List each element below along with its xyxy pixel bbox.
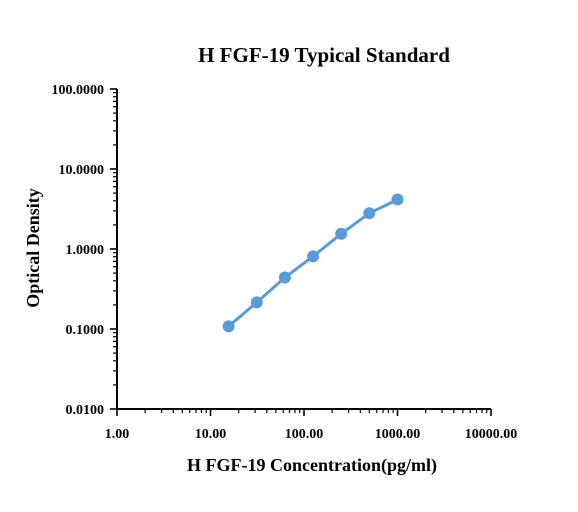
y-tick-label: 10.0000 bbox=[59, 163, 105, 178]
data-point bbox=[250, 296, 263, 309]
y-axis-title: Optical Density bbox=[23, 188, 43, 308]
data-point bbox=[307, 250, 320, 263]
x-tick-label: 100.00 bbox=[285, 427, 324, 442]
chart-title: H FGF-19 Typical Standard bbox=[198, 43, 450, 67]
data-point bbox=[278, 271, 291, 284]
data-point bbox=[222, 320, 235, 333]
x-tick-label: 10.00 bbox=[195, 427, 227, 442]
x-axis: 1.00 10.00 100.00 1000.00 10000.00 bbox=[105, 408, 518, 442]
data-point bbox=[363, 207, 376, 220]
y-tick-label: 100.0000 bbox=[52, 83, 105, 98]
x-tick-label: 10000.00 bbox=[465, 427, 518, 442]
y-tick-label: 0.1000 bbox=[66, 323, 105, 338]
x-tick-label: 1.00 bbox=[105, 427, 130, 442]
data-point bbox=[335, 227, 348, 240]
y-axis: 0.0100 0.1000 1.0000 10.0000 100.0000 bbox=[52, 83, 118, 418]
plot-series bbox=[222, 193, 404, 333]
data-point bbox=[391, 193, 404, 206]
y-tick-label: 1.0000 bbox=[66, 243, 105, 258]
x-axis-title: H FGF-19 Concentration(pg/ml) bbox=[187, 455, 437, 476]
y-tick-label: 0.0100 bbox=[66, 403, 105, 418]
x-tick-label: 1000.00 bbox=[375, 427, 421, 442]
